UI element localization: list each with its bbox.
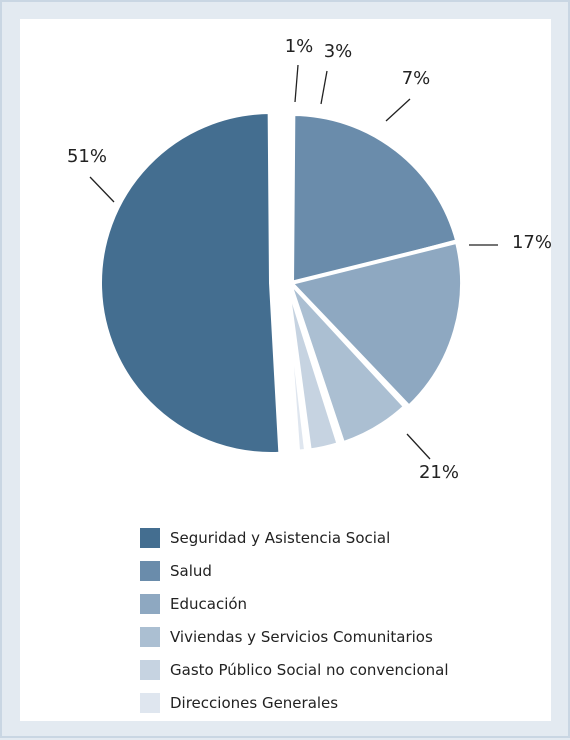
slice-label-1: 51% [67, 146, 107, 167]
slice-label-3: 17% [512, 232, 552, 253]
leader-line-6 [294, 64, 299, 103]
pie-slice-2 [290, 112, 460, 287]
slice-label-5: 3% [324, 41, 353, 62]
legend-item: Seguridad y Asistencia Social [140, 527, 449, 549]
legend-swatch [140, 561, 160, 581]
pie-slice-6 [284, 279, 309, 454]
slice-label-4: 7% [402, 68, 431, 89]
chart-panel [20, 19, 551, 721]
leader-line-4 [385, 98, 411, 122]
legend-label: Direcciones Generales [170, 694, 339, 712]
slice-label-2: 21% [419, 462, 459, 483]
legend-item: Direcciones Generales [140, 692, 449, 714]
legend-label: Gasto Público Social no convencional [170, 661, 449, 679]
legend-item: Salud [140, 560, 449, 582]
legend-swatch [140, 693, 160, 713]
legend-swatch [140, 627, 160, 647]
pie-slice-3 [289, 239, 464, 409]
pie-slice-1 [98, 110, 283, 456]
slice-label-6: 1% [285, 36, 314, 57]
pie-slice-4 [287, 279, 408, 446]
pie-slice-5 [285, 279, 341, 453]
legend-swatch [140, 594, 160, 614]
legend-swatch [140, 660, 160, 680]
leader-line-2 [406, 433, 431, 460]
legend-item: Educación [140, 593, 449, 615]
legend-swatch [140, 528, 160, 548]
legend-label: Seguridad y Asistencia Social [170, 529, 391, 547]
legend-label: Educación [170, 595, 248, 613]
legend-label: Viviendas y Servicios Comunitarios [170, 628, 433, 646]
leader-line-5 [320, 70, 328, 105]
legend-item: Gasto Público Social no convencional [140, 659, 449, 681]
legend-label: Salud [170, 562, 212, 580]
legend-item: Viviendas y Servicios Comunitarios [140, 626, 449, 648]
chart-legend: Seguridad y Asistencia Social Salud Educac… [140, 527, 449, 725]
leader-line-1 [89, 176, 115, 203]
